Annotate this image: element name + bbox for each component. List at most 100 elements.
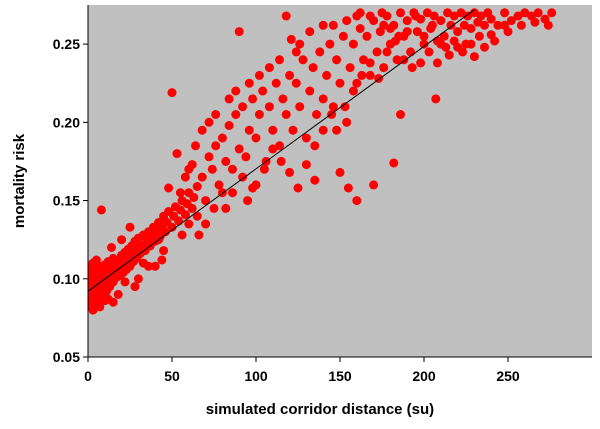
data-point (100, 296, 110, 306)
data-point (443, 8, 452, 18)
data-point (500, 8, 510, 18)
data-point (352, 78, 362, 88)
y-tick-label: 0.05 (53, 349, 80, 365)
data-point (207, 164, 217, 174)
data-point (449, 11, 459, 21)
data-point (342, 16, 352, 26)
x-tick-label: 150 (328, 368, 352, 384)
y-axis-label: mortality risk (11, 133, 28, 228)
data-point (379, 63, 389, 73)
data-point (177, 230, 187, 240)
data-point (343, 183, 353, 193)
data-point (480, 20, 489, 30)
data-point (276, 156, 286, 166)
data-point (113, 289, 123, 299)
data-point (117, 235, 127, 245)
data-point (416, 58, 426, 68)
data-point (396, 8, 405, 18)
data-point (248, 183, 258, 193)
x-tick-label: 200 (412, 368, 436, 384)
data-point (503, 27, 513, 37)
data-point (285, 70, 295, 80)
data-point (446, 20, 456, 30)
data-point (335, 167, 345, 177)
data-point (318, 94, 328, 104)
data-point (422, 8, 432, 18)
data-point (211, 110, 221, 119)
data-point (348, 39, 358, 49)
data-point (221, 156, 231, 166)
data-point (365, 70, 375, 80)
data-point (493, 20, 503, 30)
data-point (444, 50, 454, 60)
data-point (201, 196, 211, 206)
data-point (308, 63, 318, 73)
trendline (88, 9, 475, 292)
data-point (456, 8, 466, 18)
data-point (436, 16, 446, 26)
data-point (291, 47, 301, 57)
data-point (355, 24, 365, 33)
y-tick-label: 0.20 (53, 114, 80, 130)
data-point (390, 36, 400, 46)
data-point (362, 31, 372, 41)
data-point (159, 246, 169, 256)
data-point (396, 110, 405, 119)
data-point (224, 94, 234, 104)
data-point (167, 88, 177, 98)
data-point (295, 102, 305, 112)
x-tick-label: 0 (84, 368, 92, 384)
data-point (160, 227, 170, 237)
x-tick-label: 50 (164, 368, 180, 384)
data-point (402, 16, 412, 26)
data-point (328, 20, 338, 30)
data-point (419, 39, 429, 49)
data-point (365, 11, 375, 21)
x-tick-label: 250 (496, 368, 520, 384)
data-point (167, 222, 177, 232)
y-tick-label: 0.25 (53, 36, 80, 52)
data-point (377, 8, 387, 18)
data-point (342, 117, 352, 127)
data-point (238, 172, 248, 182)
data-point (192, 182, 202, 191)
data-point (197, 125, 207, 135)
data-point (224, 121, 234, 130)
data-point (310, 175, 320, 185)
data-point (264, 63, 274, 73)
data-point (204, 152, 214, 162)
data-point (490, 36, 500, 46)
data-point (231, 86, 241, 96)
data-point (429, 11, 439, 21)
data-point (325, 39, 335, 49)
data-point (365, 58, 375, 68)
data-point (107, 243, 116, 252)
data-point (516, 20, 526, 30)
data-point (520, 8, 530, 18)
data-point (201, 219, 211, 229)
data-point (338, 31, 348, 41)
data-point (125, 222, 135, 232)
data-point (241, 152, 251, 162)
data-point (211, 141, 221, 151)
data-point (192, 211, 202, 221)
data-point (543, 20, 553, 30)
data-point (281, 11, 291, 21)
data-point (130, 282, 140, 292)
data-point (187, 203, 197, 213)
data-point (328, 102, 338, 112)
data-point (175, 188, 185, 198)
data-point (278, 94, 288, 104)
data-point (217, 133, 227, 143)
data-point (382, 47, 392, 57)
data-point (293, 183, 303, 193)
data-point (258, 86, 268, 96)
data-point (305, 86, 315, 96)
data-point (286, 34, 296, 44)
data-point (298, 55, 308, 65)
data-point (275, 141, 284, 151)
data-point (357, 70, 367, 80)
data-point (243, 196, 253, 206)
data-point (133, 274, 143, 284)
